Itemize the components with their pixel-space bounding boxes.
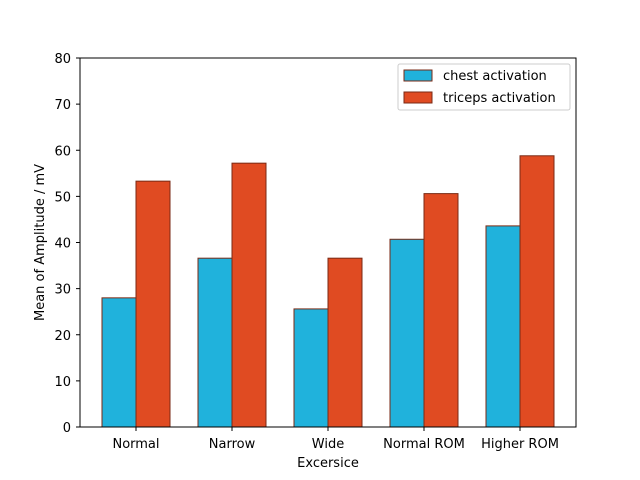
bar-triceps-3: [423, 193, 459, 428]
bar-chest-1: [197, 257, 233, 428]
y-tick-label: 40: [54, 237, 71, 252]
bar-chest-4: [485, 225, 521, 428]
x-axis-label: Excersice: [297, 456, 359, 471]
x-tick-label: Wide: [312, 437, 344, 452]
legend-frame: [397, 63, 571, 111]
y-axis: 0 10 20 30 40 50 60 70 80: [54, 52, 80, 436]
y-tick-label: 0: [63, 421, 71, 436]
x-axis: Normal Narrow Wide Normal ROM Higher ROM: [112, 427, 559, 452]
y-tick-label: 50: [54, 190, 71, 205]
y-tick-label: 60: [54, 144, 71, 159]
bar-chest-3: [389, 238, 425, 428]
legend-swatch-chest: [403, 69, 433, 82]
bar-triceps-4: [519, 155, 555, 428]
legend-label-chest: chest activation: [443, 69, 547, 84]
bar-triceps-2: [327, 257, 363, 428]
bar-triceps-0: [135, 180, 171, 428]
x-tick-label: Narrow: [209, 437, 256, 452]
x-tick-label: Normal: [112, 437, 159, 452]
y-tick-label: 10: [54, 375, 71, 390]
bar-chest-0: [101, 297, 137, 428]
bars-group: [101, 155, 555, 428]
legend: chest activation triceps activation: [397, 63, 571, 111]
x-tick-label: Normal ROM: [383, 437, 465, 452]
y-tick-label: 70: [54, 98, 71, 113]
bar-triceps-1: [231, 162, 267, 428]
x-tick-label: Higher ROM: [481, 437, 559, 452]
y-axis-label: Mean of Amplitude / mV: [33, 164, 48, 321]
y-tick-label: 80: [54, 52, 71, 67]
legend-swatch-triceps: [403, 91, 433, 104]
y-tick-label: 20: [54, 329, 71, 344]
bar-chest-2: [293, 308, 329, 428]
y-tick-label: 30: [54, 283, 71, 298]
legend-label-triceps: triceps activation: [443, 91, 556, 106]
